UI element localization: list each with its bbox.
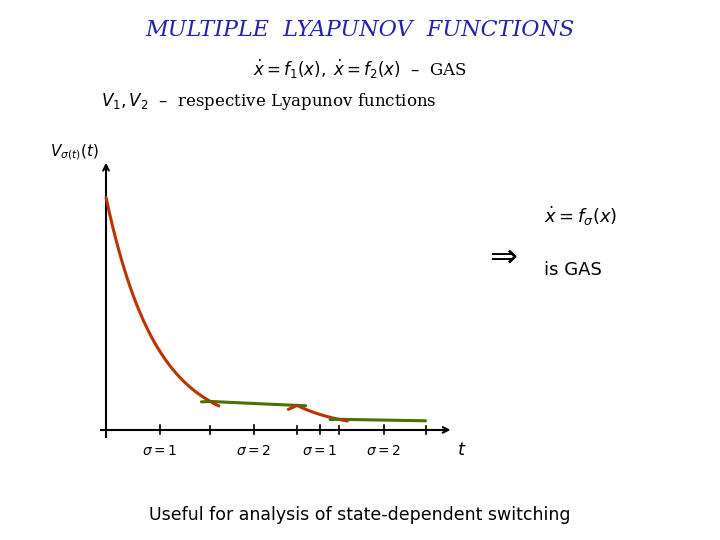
Text: $\sigma=2$: $\sigma=2$	[236, 444, 271, 458]
Text: MULTIPLE  LYAPUNOV  FUNCTIONS: MULTIPLE LYAPUNOV FUNCTIONS	[145, 19, 575, 41]
Text: $t$: $t$	[456, 441, 467, 459]
Text: $\sigma=1$: $\sigma=1$	[302, 444, 338, 458]
Text: $\Rightarrow$: $\Rightarrow$	[483, 240, 518, 273]
Text: $V_{\sigma(t)}(t)$: $V_{\sigma(t)}(t)$	[50, 143, 99, 163]
Text: Useful for analysis of state-dependent switching: Useful for analysis of state-dependent s…	[149, 506, 571, 524]
Text: $\dot{x} = f_1(x),\;\dot{x} = f_2(x)$  –  GAS: $\dot{x} = f_1(x),\;\dot{x} = f_2(x)$ – …	[253, 58, 467, 81]
Text: $\sigma=1$: $\sigma=1$	[142, 444, 178, 458]
Text: $\dot{x} = f_{\sigma}(x)$: $\dot{x} = f_{\sigma}(x)$	[544, 204, 617, 228]
Text: is GAS: is GAS	[544, 261, 601, 279]
Text: $\sigma=2$: $\sigma=2$	[366, 444, 402, 458]
Text: $V_1, V_2$  –  respective Lyapunov functions: $V_1, V_2$ – respective Lyapunov functio…	[101, 91, 436, 112]
